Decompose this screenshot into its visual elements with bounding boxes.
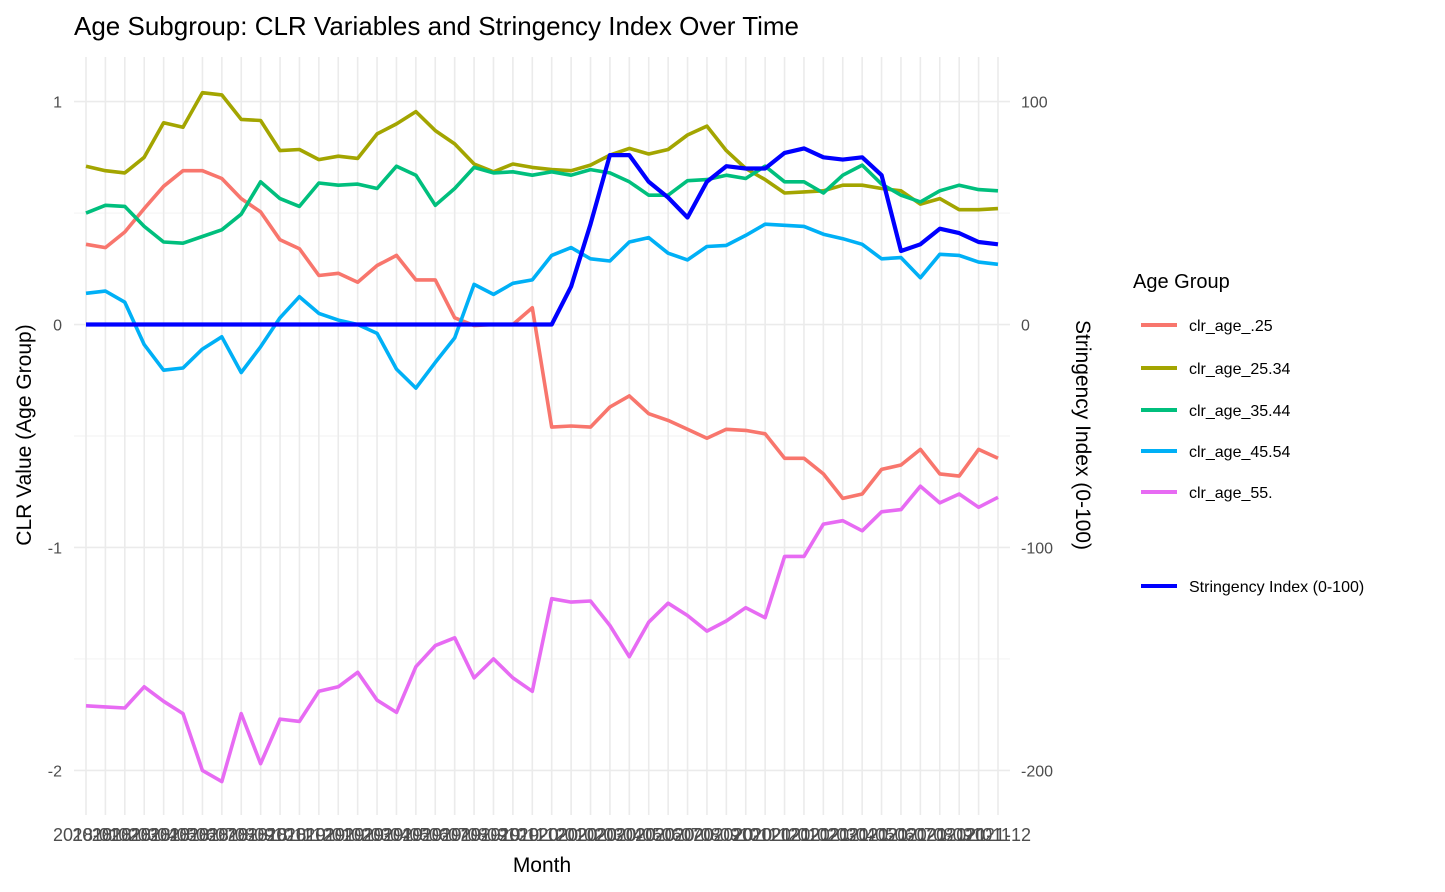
x-tick-label: 2019-05	[363, 825, 429, 845]
y2-tick-label: -200	[1021, 763, 1053, 780]
y2-axis-title: Stringency Index (0-100)	[1071, 320, 1094, 550]
x-tick-label: 2019-09	[441, 825, 507, 845]
y2-axis-ticks: -200 -100 0 100	[1021, 95, 1053, 781]
x-tick-label: 2018-10	[228, 825, 294, 845]
y2-tick-label: 100	[1021, 95, 1048, 112]
y-tick-label: -1	[48, 540, 62, 557]
x-tick-label: 2018-12	[266, 825, 332, 845]
y2-tick-label: 0	[1021, 318, 1030, 335]
x-tick-label: 2018-09	[208, 825, 274, 845]
series-line	[85, 163, 999, 245]
x-tick-label: 2021-02	[771, 825, 837, 845]
x-tick-label: 2018-08	[189, 825, 255, 845]
x-tick-label: 2018-11	[248, 825, 313, 845]
series-lines	[85, 90, 999, 784]
x-tick-label: 2020-11	[713, 825, 778, 845]
x-tick-label: 2021-11	[946, 825, 1011, 845]
y-tick-label: 0	[53, 318, 62, 335]
x-axis-ticks: 2018-012018-022018-032018-042018-052018-…	[53, 825, 1031, 845]
x-tick-label: 2019-08	[422, 825, 488, 845]
x-tick-label: 2019-12	[499, 825, 565, 845]
x-tick-label: 2021-07	[868, 825, 934, 845]
x-tick-label: 2019-07	[402, 825, 468, 845]
x-tick-label: 2018-07	[169, 825, 235, 845]
x-tick-label: 2020-06	[616, 825, 682, 845]
x-tick-label: 2020-04	[577, 825, 643, 845]
x-tick-label: 2018-03	[92, 825, 158, 845]
legend-label: clr_age_35.44	[1189, 403, 1291, 420]
x-tick-label: 2019-04	[344, 825, 410, 845]
x-tick-label: 2018-06	[150, 825, 216, 845]
x-tick-label: 2020-12	[732, 825, 798, 845]
y-tick-label: 1	[53, 95, 62, 112]
y2-tick-label: -100	[1021, 540, 1053, 557]
x-tick-label: 2020-02	[538, 825, 604, 845]
x-tick-label: 2021-05	[829, 825, 895, 845]
y-axis-title: CLR Value (Age Group)	[13, 324, 36, 545]
y-tick-label: -2	[48, 763, 62, 780]
x-tick-label: 2019-06	[383, 825, 449, 845]
legend-label: clr_age_55.	[1189, 485, 1273, 502]
x-tick-label: 2020-07	[635, 825, 701, 845]
x-tick-label: 2019-11	[481, 825, 546, 845]
legend-label: clr_age_.25	[1189, 318, 1273, 335]
x-tick-label: 2021-04	[810, 825, 876, 845]
x-tick-label: 2018-04	[111, 825, 177, 845]
x-axis-title: Month	[513, 854, 571, 877]
legend: Age Group clr_age_.25 clr_age_25.34 clr_ag…	[1133, 271, 1364, 596]
x-tick-label: 2018-01	[53, 825, 119, 845]
x-tick-label: 2021-03	[790, 825, 856, 845]
series-line	[85, 484, 999, 784]
x-tick-label: 2018-02	[72, 825, 138, 845]
series-line	[85, 222, 999, 390]
y-axis-ticks: -2 -1 0 1	[48, 95, 62, 781]
x-tick-label: 2020-03	[557, 825, 623, 845]
legend-title: Age Group	[1133, 271, 1230, 293]
x-tick-label: 2021-10	[926, 825, 992, 845]
x-tick-label: 2021-06	[849, 825, 915, 845]
x-tick-label: 2020-10	[693, 825, 759, 845]
x-tick-label: 2021-08	[887, 825, 953, 845]
x-tick-label: 2020-05	[596, 825, 662, 845]
legend-label: clr_age_25.34	[1189, 361, 1291, 378]
x-tick-label: 2021-01	[752, 825, 818, 845]
x-tick-label: 2019-01	[286, 825, 352, 845]
x-tick-label: 2021-12	[965, 825, 1031, 845]
x-tick-label: 2020-01	[519, 825, 585, 845]
x-tick-label: 2018-05	[131, 825, 197, 845]
series-line	[85, 168, 999, 501]
legend-label: clr_age_45.54	[1189, 444, 1291, 461]
series-line	[85, 90, 999, 212]
x-tick-label: 2020-09	[674, 825, 740, 845]
x-tick-label: 2019-10	[460, 825, 526, 845]
series-line	[86, 146, 999, 327]
legend-label: Stringency Index (0-100)	[1189, 579, 1364, 596]
chart-title: Age Subgroup: CLR Variables and Stringen…	[74, 11, 799, 41]
x-tick-label: 2019-03	[325, 825, 391, 845]
x-tick-label: 2020-08	[655, 825, 721, 845]
x-tick-label: 2021-09	[907, 825, 973, 845]
x-tick-label: 2019-02	[305, 825, 371, 845]
